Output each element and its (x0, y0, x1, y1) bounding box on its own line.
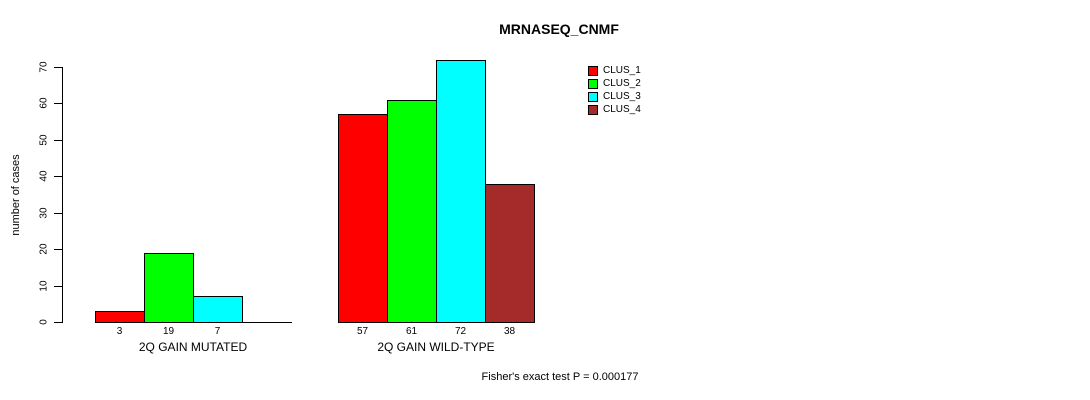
y-tick-label: 60 (38, 97, 50, 109)
legend-swatch-icon (588, 104, 598, 115)
bar-clus_4-group2 (485, 184, 535, 323)
y-tick-mark (54, 139, 62, 141)
legend-item-clus_4: CLUS_4 (588, 103, 641, 116)
legend-swatch-icon (588, 65, 598, 76)
legend-label: CLUS_3 (603, 91, 641, 102)
legend-item-clus_1: CLUS_1 (588, 64, 641, 77)
group-label-wild-type: 2Q GAIN WILD-TYPE (377, 340, 495, 354)
legend-item-clus_2: CLUS_2 (588, 77, 641, 90)
bar-value-label: 57 (356, 326, 369, 337)
legend-swatch-icon (588, 91, 598, 102)
y-tick-label: 40 (38, 170, 50, 182)
legend-label: CLUS_4 (603, 104, 641, 115)
fisher-test-annotation: Fisher's exact test P = 0.000177 (481, 371, 639, 383)
chart-title: MRNASEQ_CNMF (499, 21, 619, 37)
y-tick-mark (54, 67, 62, 68)
y-tick-label: 0 (38, 319, 50, 325)
bar-value-label: 19 (162, 326, 175, 337)
legend-label: CLUS_2 (603, 78, 641, 89)
legend-label: CLUS_1 (603, 65, 641, 76)
y-tick-mark (54, 212, 62, 214)
group-label-mutated: 2Q GAIN MUTATED (138, 340, 248, 354)
bar-clus_3-group1 (193, 296, 243, 323)
bar-value-label: 38 (503, 326, 516, 337)
y-axis-line (62, 67, 63, 323)
y-tick-label: 70 (38, 61, 50, 73)
bar-clus_3-group2 (436, 60, 486, 323)
bar-value-label: 61 (405, 326, 418, 337)
legend: CLUS_1 CLUS_2 CLUS_3 CLUS_4 (588, 64, 641, 116)
y-tick-mark (54, 176, 62, 178)
y-tick-mark (54, 322, 62, 323)
y-tick-label: 50 (38, 134, 50, 146)
bar-clus_1-group2 (338, 114, 388, 323)
bar-value-label: 3 (116, 326, 123, 337)
legend-swatch-icon (588, 78, 598, 89)
y-tick-label: 20 (38, 243, 50, 255)
bar-clus_2-group2 (387, 100, 437, 323)
y-tick-mark (54, 249, 62, 251)
bar-value-label: 7 (214, 326, 221, 337)
y-axis-label: number of cases (10, 154, 22, 236)
y-tick-mark (54, 103, 62, 105)
y-tick-label: 30 (38, 207, 50, 219)
bar-clus_2-group1 (144, 253, 194, 323)
legend-item-clus_3: CLUS_3 (588, 90, 641, 103)
bar-value-label: 72 (454, 326, 467, 337)
y-tick-mark (54, 285, 62, 287)
bar-clus_1-group1 (95, 311, 145, 323)
y-tick-label: 10 (38, 280, 50, 292)
